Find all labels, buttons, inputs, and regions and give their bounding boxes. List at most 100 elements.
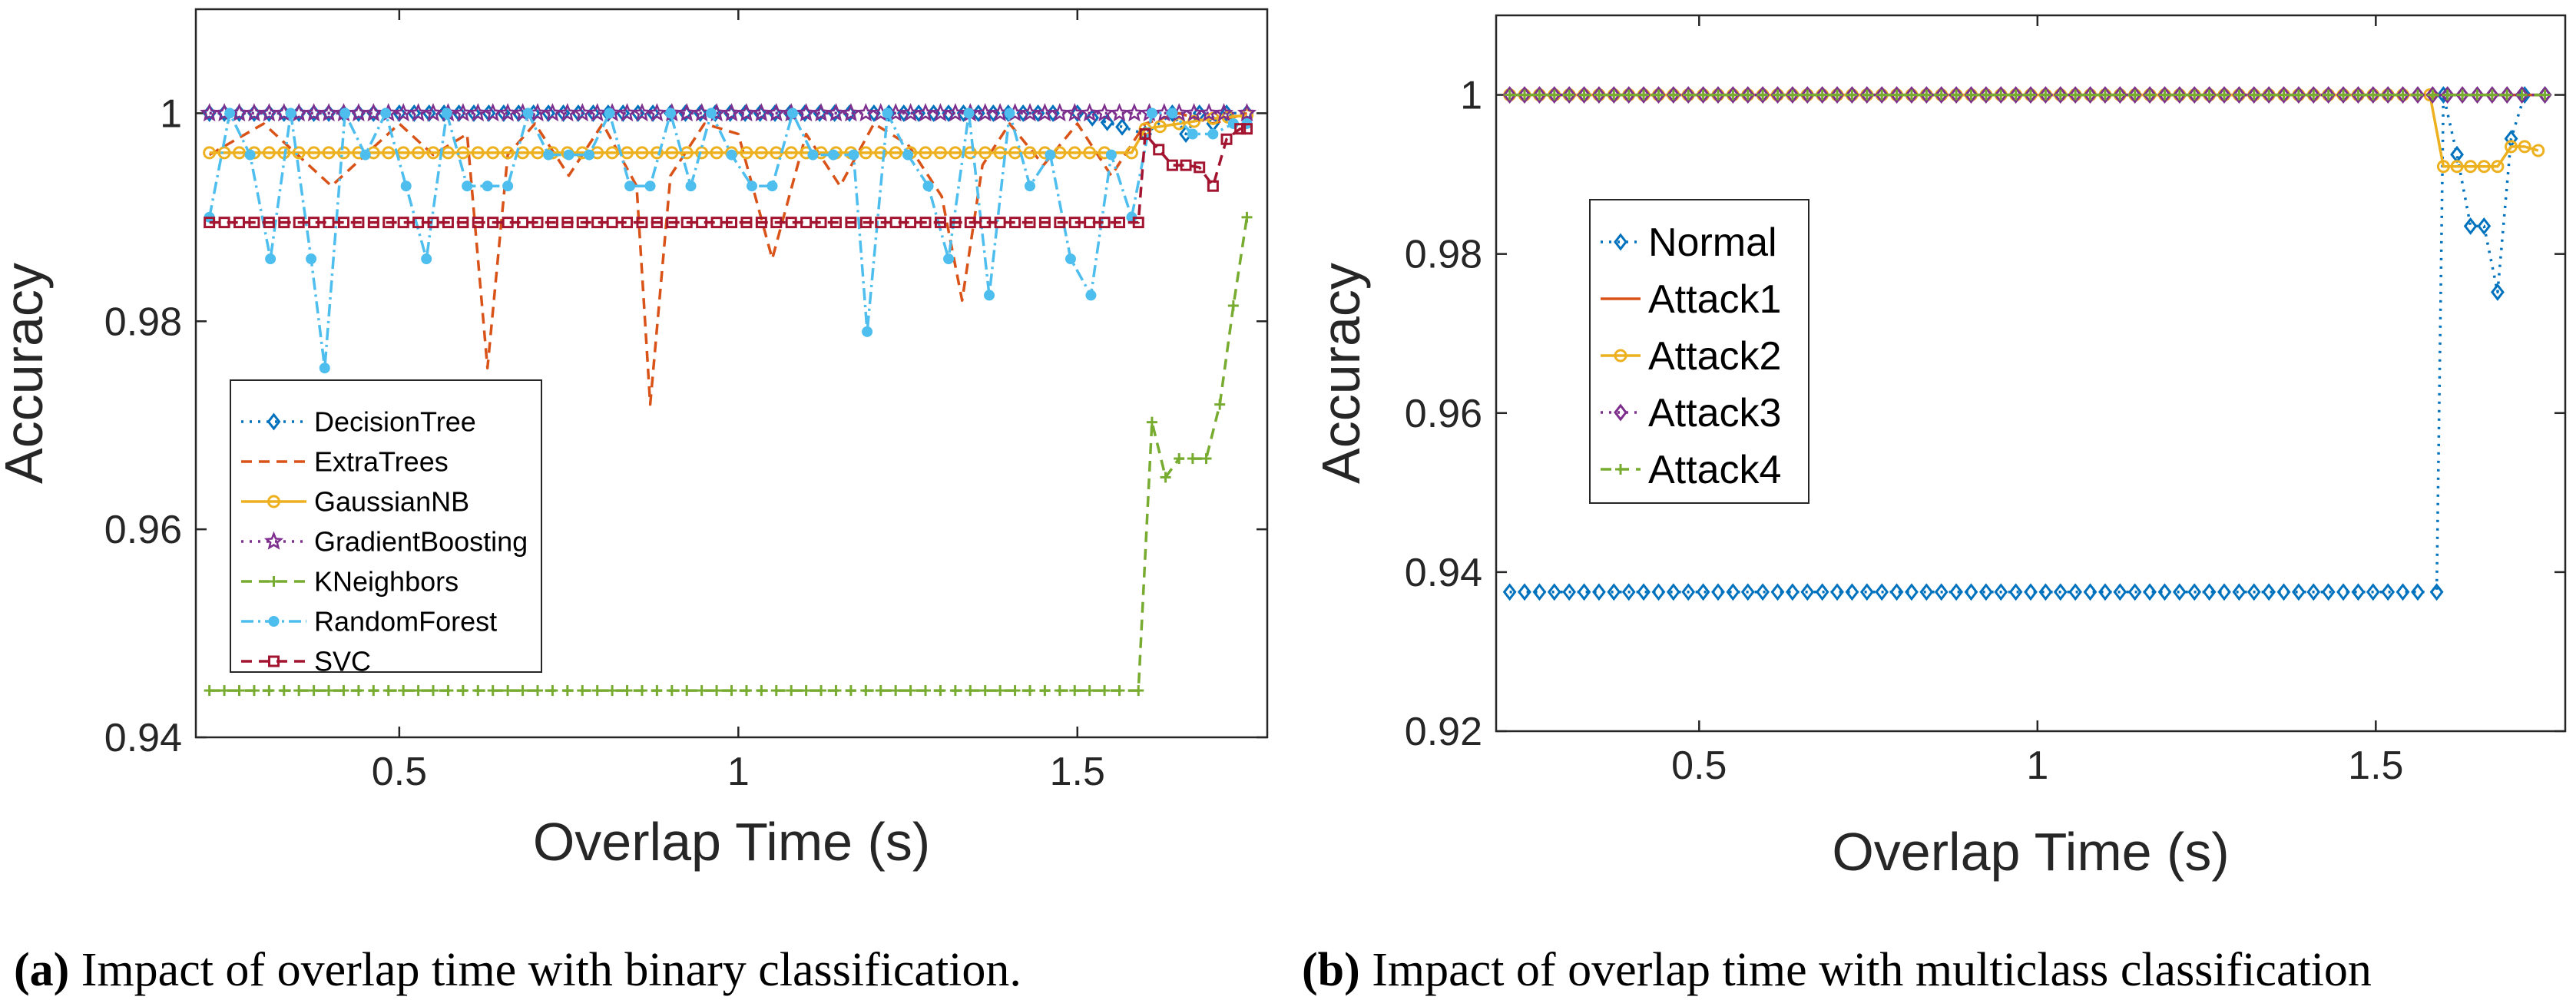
x-tick-label: 0.5 (372, 750, 427, 794)
data-point (1711, 86, 1725, 104)
y-tick-label: 0.94 (1405, 551, 1482, 595)
caption-letter: (b) (1302, 944, 1360, 996)
data-point (994, 217, 1006, 229)
y-tick-label: 1 (160, 91, 182, 136)
data-point (2098, 86, 2112, 104)
data-point (665, 108, 677, 119)
data-point (636, 685, 647, 697)
data-point (1593, 89, 1604, 101)
data-point (1502, 583, 1517, 601)
data-point (2531, 144, 2545, 157)
legend-frame (230, 379, 542, 673)
data-point (1846, 89, 1858, 101)
data-point (2038, 583, 2053, 601)
data-point (531, 217, 544, 229)
data-point (359, 149, 371, 161)
data-point (278, 685, 290, 697)
data-point (1139, 128, 1151, 141)
data-point (2113, 86, 2127, 104)
data-point (2189, 89, 2200, 101)
data-point (1024, 180, 1035, 192)
data-point (786, 685, 797, 697)
data-point (2429, 583, 2444, 601)
legend-entry: Attack3 (1601, 391, 1781, 435)
data-point (890, 685, 902, 697)
caption-text: Impact of overlap time with binary class… (69, 944, 1021, 996)
data-point (1084, 217, 1096, 229)
data-point (984, 290, 995, 301)
plot-series (199, 103, 1257, 697)
data-point (1666, 583, 1680, 601)
data-point (1080, 103, 1100, 122)
data-point (1905, 86, 1919, 104)
data-point (2262, 86, 2276, 104)
data-point (816, 685, 827, 697)
data-point (259, 103, 280, 122)
legend-label: Normal (1648, 220, 1777, 265)
data-point (1105, 149, 1117, 161)
data-point (621, 217, 634, 229)
data-point (522, 108, 534, 119)
data-point (815, 217, 827, 229)
data-point (1740, 583, 1755, 601)
data-point (1816, 89, 1828, 101)
data-point (1637, 86, 1651, 104)
data-point (1100, 113, 1114, 131)
data-point (233, 685, 245, 697)
data-point (875, 685, 886, 697)
data-point (2425, 86, 2440, 104)
data-point (1068, 146, 1081, 160)
legend-marker (267, 412, 281, 431)
legend-label: Attack3 (1648, 391, 1781, 435)
data-point (2276, 583, 2291, 601)
data-point (1153, 144, 1165, 156)
data-point (1172, 117, 1186, 131)
data-point (2202, 583, 2217, 601)
data-point (604, 108, 615, 119)
data-point (1845, 86, 1859, 104)
data-point (531, 146, 545, 160)
data-point (1637, 583, 1651, 601)
data-point (1214, 399, 1226, 410)
data-point (502, 217, 514, 229)
data-point (2396, 583, 2410, 601)
data-point (632, 103, 652, 122)
data-point (1054, 217, 1066, 229)
data-point (1964, 583, 1978, 601)
data-point (624, 180, 636, 192)
data-point (517, 217, 529, 229)
data-point (1697, 89, 1709, 101)
plot-series (1502, 86, 2552, 601)
data-point (1921, 89, 1932, 101)
data-point (1951, 89, 1962, 101)
data-point (1234, 123, 1247, 135)
data-point (2053, 86, 2068, 104)
data-point (2291, 86, 2306, 104)
legend-marker (268, 576, 280, 587)
data-point (2038, 86, 2053, 104)
data-point (607, 685, 618, 697)
data-point (710, 217, 723, 229)
data-point (2442, 89, 2453, 101)
series-KNeighbors (204, 211, 1253, 697)
data-point (1934, 86, 1949, 104)
data-point (2204, 89, 2215, 101)
data-point (1562, 86, 1577, 104)
data-point (2366, 86, 2380, 104)
data-point (2024, 86, 2038, 104)
data-point (1726, 583, 1740, 601)
data-point (1241, 211, 1253, 223)
legend-marker (267, 495, 280, 508)
data-point (456, 146, 470, 160)
data-point (2083, 86, 2098, 104)
data-point (1608, 89, 1620, 101)
data-point (665, 146, 679, 160)
data-point (2143, 86, 2157, 104)
data-point (502, 180, 514, 192)
data-point (2366, 583, 2380, 601)
data-point (382, 217, 395, 229)
data-point (943, 253, 955, 265)
data-point (307, 146, 321, 160)
data-point (807, 149, 819, 161)
data-point (2293, 89, 2304, 101)
